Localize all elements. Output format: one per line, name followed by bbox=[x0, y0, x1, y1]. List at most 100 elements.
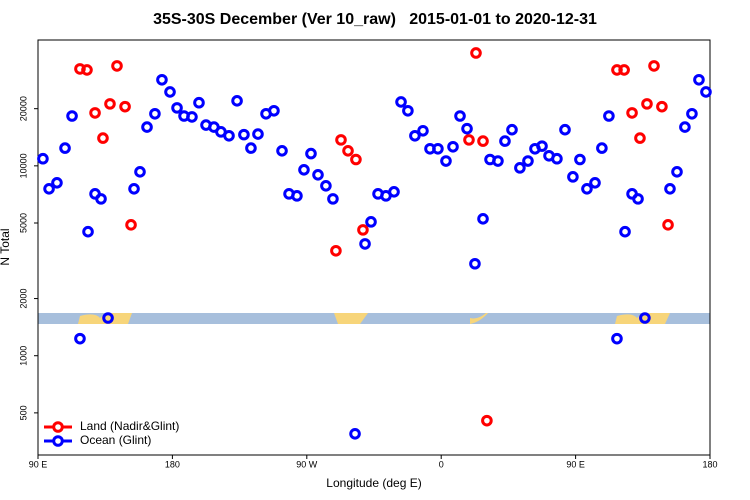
point bbox=[223, 129, 235, 142]
point bbox=[291, 190, 303, 202]
point bbox=[477, 135, 489, 147]
x-axis-label: Longitude (deg E) bbox=[326, 476, 421, 490]
point bbox=[447, 140, 459, 153]
point bbox=[97, 132, 109, 144]
land-blob bbox=[615, 313, 670, 324]
point bbox=[312, 169, 324, 181]
point bbox=[388, 185, 400, 198]
point bbox=[320, 180, 332, 192]
point bbox=[686, 107, 698, 120]
point bbox=[149, 107, 161, 120]
x-tick-label: 0 bbox=[439, 459, 444, 469]
point bbox=[596, 142, 608, 154]
point bbox=[186, 111, 198, 123]
point bbox=[111, 60, 123, 72]
point bbox=[342, 145, 354, 157]
point bbox=[74, 332, 86, 345]
point bbox=[463, 134, 475, 146]
point bbox=[536, 140, 548, 152]
point bbox=[581, 182, 593, 195]
point bbox=[104, 98, 116, 110]
point bbox=[551, 152, 563, 165]
legend-label: Ocean (Glint) bbox=[80, 433, 151, 447]
x-tick-label: 90 E bbox=[29, 459, 48, 469]
x-tick-label: 180 bbox=[165, 459, 180, 469]
series bbox=[37, 73, 712, 440]
point bbox=[402, 104, 414, 117]
land-blob bbox=[334, 313, 368, 324]
point bbox=[603, 110, 615, 122]
point bbox=[432, 142, 444, 155]
point bbox=[574, 153, 586, 166]
point bbox=[470, 47, 482, 59]
x-tick-label: 90 W bbox=[296, 459, 318, 469]
point bbox=[662, 219, 674, 231]
point bbox=[481, 414, 493, 427]
point bbox=[193, 96, 205, 109]
point bbox=[276, 145, 288, 157]
point bbox=[365, 216, 377, 228]
point bbox=[656, 100, 668, 113]
chart-title: 35S-30S December (Ver 10_raw) 2015-01-01… bbox=[153, 11, 597, 28]
point bbox=[59, 142, 71, 154]
point bbox=[492, 155, 504, 167]
point bbox=[648, 60, 660, 72]
point bbox=[134, 166, 146, 178]
point bbox=[589, 177, 601, 189]
ocean-strip bbox=[38, 313, 710, 324]
point bbox=[700, 86, 712, 98]
point bbox=[156, 73, 168, 86]
point bbox=[43, 182, 55, 195]
point bbox=[559, 123, 571, 136]
point bbox=[350, 153, 362, 166]
point bbox=[82, 225, 94, 238]
point bbox=[298, 164, 310, 176]
point bbox=[238, 128, 250, 141]
y-axis-label: N Total bbox=[0, 228, 12, 265]
x-tick-label: 180 bbox=[702, 459, 717, 469]
point bbox=[95, 193, 107, 205]
y-tick-label: 2000 bbox=[18, 289, 28, 309]
land-blob bbox=[470, 313, 488, 324]
point bbox=[514, 162, 526, 174]
point bbox=[417, 124, 429, 137]
x-tick-label: 90 E bbox=[566, 459, 585, 469]
point bbox=[231, 95, 243, 107]
point bbox=[102, 312, 114, 324]
point bbox=[626, 107, 638, 119]
y-tick-label: 500 bbox=[18, 405, 28, 420]
point bbox=[245, 142, 257, 154]
point bbox=[141, 121, 153, 133]
point bbox=[639, 312, 651, 324]
point bbox=[89, 107, 101, 119]
series bbox=[74, 47, 674, 427]
point bbox=[634, 132, 646, 144]
point bbox=[664, 182, 676, 195]
point bbox=[125, 219, 137, 231]
point bbox=[641, 98, 653, 110]
point bbox=[359, 238, 371, 250]
point bbox=[51, 177, 63, 189]
legend-marker bbox=[52, 435, 64, 447]
point bbox=[619, 225, 631, 238]
point bbox=[618, 64, 630, 76]
point bbox=[335, 134, 347, 146]
point bbox=[522, 155, 534, 167]
point bbox=[567, 171, 579, 183]
point bbox=[66, 110, 78, 122]
point bbox=[164, 86, 176, 98]
point bbox=[461, 122, 473, 135]
point bbox=[499, 135, 511, 147]
point bbox=[409, 129, 421, 142]
y-tick-label: 5000 bbox=[18, 213, 28, 233]
point bbox=[37, 152, 49, 165]
point bbox=[477, 213, 489, 225]
point bbox=[679, 121, 691, 133]
point bbox=[632, 193, 644, 205]
point bbox=[440, 155, 452, 167]
point bbox=[611, 332, 623, 345]
point bbox=[506, 123, 518, 136]
point bbox=[693, 73, 705, 86]
